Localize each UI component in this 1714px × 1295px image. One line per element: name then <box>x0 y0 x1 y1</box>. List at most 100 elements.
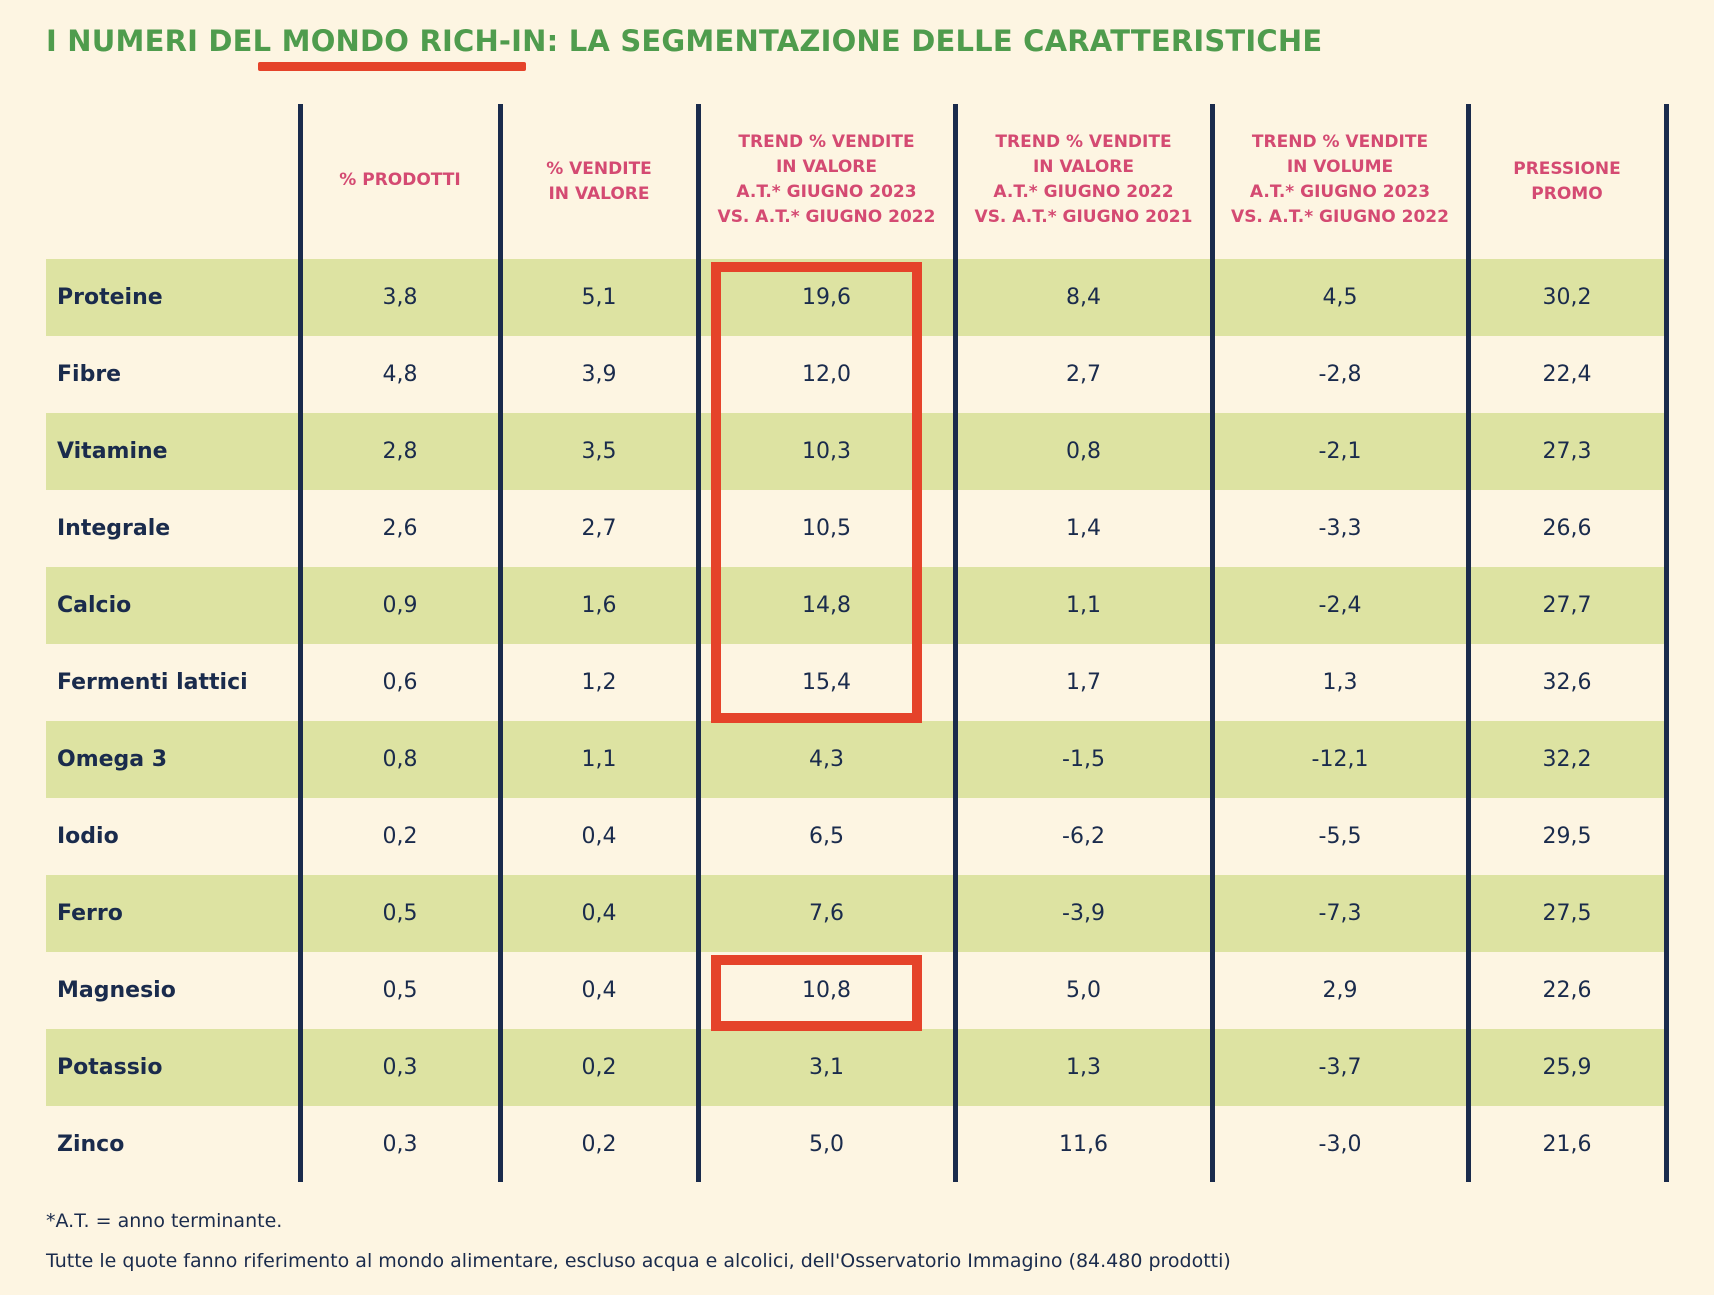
table-cell: 0,4 <box>581 978 617 1003</box>
table-cell: 32,6 <box>1542 670 1592 695</box>
table-cell: 5,0 <box>809 1132 844 1157</box>
column-divider <box>696 104 701 1182</box>
row-label: Magnesio <box>57 978 176 1003</box>
table-cell: 27,7 <box>1542 593 1592 618</box>
table-cell: -12,1 <box>1311 747 1369 772</box>
table-cell: 27,5 <box>1542 901 1592 926</box>
column-divider <box>1466 104 1471 1182</box>
table-cell: 0,2 <box>382 824 418 849</box>
table-cell: 26,6 <box>1542 516 1592 541</box>
table-cell: 0,6 <box>382 670 418 695</box>
page-title: I NUMERI DEL MONDO RICH-IN: LA SEGMENTAZ… <box>46 24 1323 58</box>
table-cell: -5,5 <box>1318 824 1362 849</box>
table-cell: -7,3 <box>1318 901 1362 926</box>
table-cell: -3,0 <box>1318 1132 1362 1157</box>
column-divider <box>1210 104 1215 1182</box>
table-cell: 0,2 <box>581 1055 617 1080</box>
column-header: % PRODOTTI <box>339 170 461 190</box>
table-cell: 14,8 <box>802 593 851 618</box>
table-cell: -3,9 <box>1062 901 1105 926</box>
column-divider <box>298 104 303 1182</box>
table-cell: 25,9 <box>1542 1055 1592 1080</box>
row-label: Proteine <box>57 285 163 310</box>
table-cell: 21,6 <box>1542 1132 1592 1157</box>
row-label: Potassio <box>57 1055 163 1080</box>
table-cell: 30,2 <box>1542 285 1592 310</box>
table-cell: 2,8 <box>382 439 418 464</box>
table-cell: -2,1 <box>1318 439 1362 464</box>
column-header: PRESSIONE PROMO <box>1513 159 1621 204</box>
table-cell: 10,8 <box>802 978 851 1003</box>
table-cell: -3,3 <box>1318 516 1362 541</box>
table-cell: 0,3 <box>382 1132 418 1157</box>
row-label: Ferro <box>57 901 123 926</box>
table-cell: -2,8 <box>1318 362 1362 387</box>
table-cell: 3,5 <box>581 439 617 464</box>
table-cell: 0,5 <box>382 901 418 926</box>
table-cell: 2,6 <box>382 516 418 541</box>
row-label: Vitamine <box>57 439 168 464</box>
table-cell: 11,6 <box>1059 1132 1108 1157</box>
table-cell: 0,9 <box>382 593 418 618</box>
column-divider <box>498 104 503 1182</box>
table-cell: 0,4 <box>581 824 617 849</box>
row-band <box>46 1029 1666 1106</box>
table-cell: 29,5 <box>1542 824 1592 849</box>
table-cell: 4,8 <box>382 362 418 387</box>
table-cell: 5,0 <box>1066 978 1101 1003</box>
highlight-box <box>711 955 922 1031</box>
table-cell: 8,4 <box>1066 285 1101 310</box>
table-cell: -1,5 <box>1062 747 1105 772</box>
table-cell: 4,5 <box>1322 285 1358 310</box>
table-cell: 1,2 <box>581 670 617 695</box>
table-cell: 4,3 <box>809 747 844 772</box>
table-cell: 1,7 <box>1066 670 1101 695</box>
highlight-box <box>711 262 922 723</box>
table-cell: 22,4 <box>1542 362 1592 387</box>
table-cell: 2,7 <box>1066 362 1101 387</box>
table-cell: 0,5 <box>382 978 418 1003</box>
table-cell: 15,4 <box>802 670 851 695</box>
row-label: Fibre <box>57 362 122 387</box>
table-cell: 0,2 <box>581 1132 617 1157</box>
table-cell: 1,3 <box>1322 670 1358 695</box>
table-cell: 3,9 <box>581 362 617 387</box>
row-band <box>46 875 1666 952</box>
table-cell: 1,3 <box>1066 1055 1101 1080</box>
row-label: Zinco <box>57 1132 125 1157</box>
table-cell: 27,3 <box>1542 439 1592 464</box>
table-cell: 10,3 <box>802 439 851 464</box>
row-label: Fermenti lattici <box>57 670 248 695</box>
table-cell: 1,4 <box>1066 516 1101 541</box>
table-cell: 1,6 <box>581 593 617 618</box>
row-label: Calcio <box>57 593 132 618</box>
table-cell: 6,5 <box>809 824 844 849</box>
table-cell: 0,8 <box>382 747 418 772</box>
table-cell: 0,4 <box>581 901 617 926</box>
table-cell: -3,7 <box>1318 1055 1362 1080</box>
footnote-at: *A.T. = anno terminante. <box>46 1210 283 1232</box>
table-cell: 0,8 <box>1066 439 1101 464</box>
table-cell: 3,8 <box>382 285 418 310</box>
table-cell: -2,4 <box>1318 593 1362 618</box>
row-label: Omega 3 <box>57 747 168 772</box>
table-cell: 1,1 <box>581 747 617 772</box>
column-header: TREND % VENDITE IN VALORE A.T.* GIUGNO 2… <box>717 132 936 227</box>
table-cell: 22,6 <box>1542 978 1592 1003</box>
table-cell: 19,6 <box>802 285 851 310</box>
column-header: TREND % VENDITE IN VOLUME A.T.* GIUGNO 2… <box>1231 132 1449 227</box>
title-highlight-underline <box>258 62 526 71</box>
table-cell: 10,5 <box>802 516 851 541</box>
table-cell: 12,0 <box>802 362 851 387</box>
table-cell: 7,6 <box>809 901 844 926</box>
table-cell: 32,2 <box>1542 747 1592 772</box>
table-cell: 1,1 <box>1066 593 1101 618</box>
footnote-source: Tutte le quote fanno riferimento al mond… <box>46 1250 1231 1272</box>
column-header: % VENDITE IN VALORE <box>546 159 652 204</box>
row-label: Integrale <box>57 516 171 541</box>
table-cell: 2,9 <box>1322 978 1358 1003</box>
row-band <box>46 721 1666 798</box>
row-band <box>46 413 1666 490</box>
table-cell: 2,7 <box>581 516 617 541</box>
